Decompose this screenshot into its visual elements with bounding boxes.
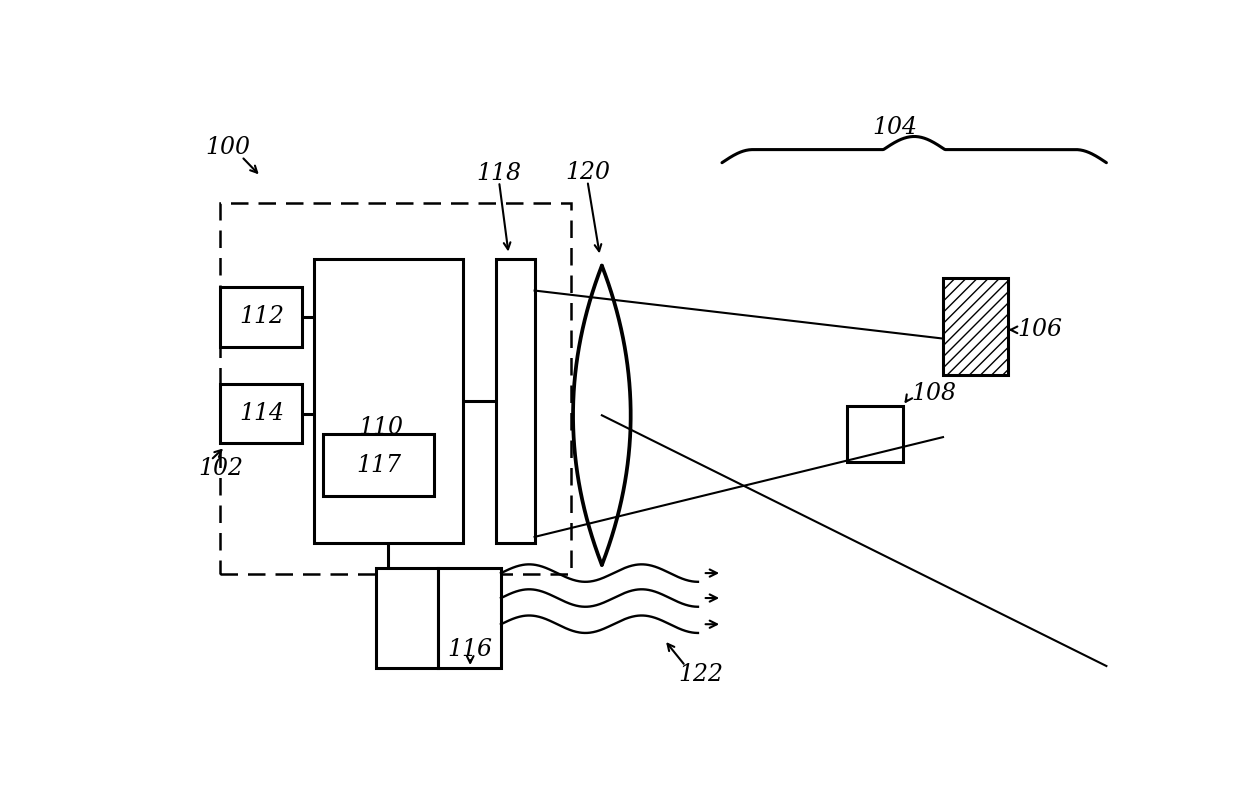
Text: 122: 122 (678, 663, 724, 685)
Text: 108: 108 (911, 382, 956, 405)
Text: 114: 114 (239, 402, 284, 425)
FancyBboxPatch shape (221, 384, 303, 443)
Text: 117: 117 (356, 454, 402, 476)
FancyBboxPatch shape (439, 568, 501, 668)
Text: 116: 116 (448, 637, 492, 661)
FancyBboxPatch shape (324, 434, 434, 497)
Text: 106: 106 (1017, 318, 1061, 341)
Text: 104: 104 (873, 116, 918, 139)
FancyBboxPatch shape (496, 259, 534, 544)
Text: 100: 100 (205, 135, 250, 159)
FancyBboxPatch shape (847, 406, 903, 462)
Text: 102: 102 (198, 457, 243, 480)
Text: 120: 120 (565, 160, 610, 184)
Text: 110: 110 (358, 416, 403, 439)
FancyBboxPatch shape (314, 259, 463, 544)
FancyBboxPatch shape (942, 278, 1008, 375)
FancyBboxPatch shape (376, 568, 439, 668)
Text: 118: 118 (476, 162, 522, 185)
Text: 112: 112 (239, 305, 284, 328)
FancyBboxPatch shape (221, 288, 303, 347)
